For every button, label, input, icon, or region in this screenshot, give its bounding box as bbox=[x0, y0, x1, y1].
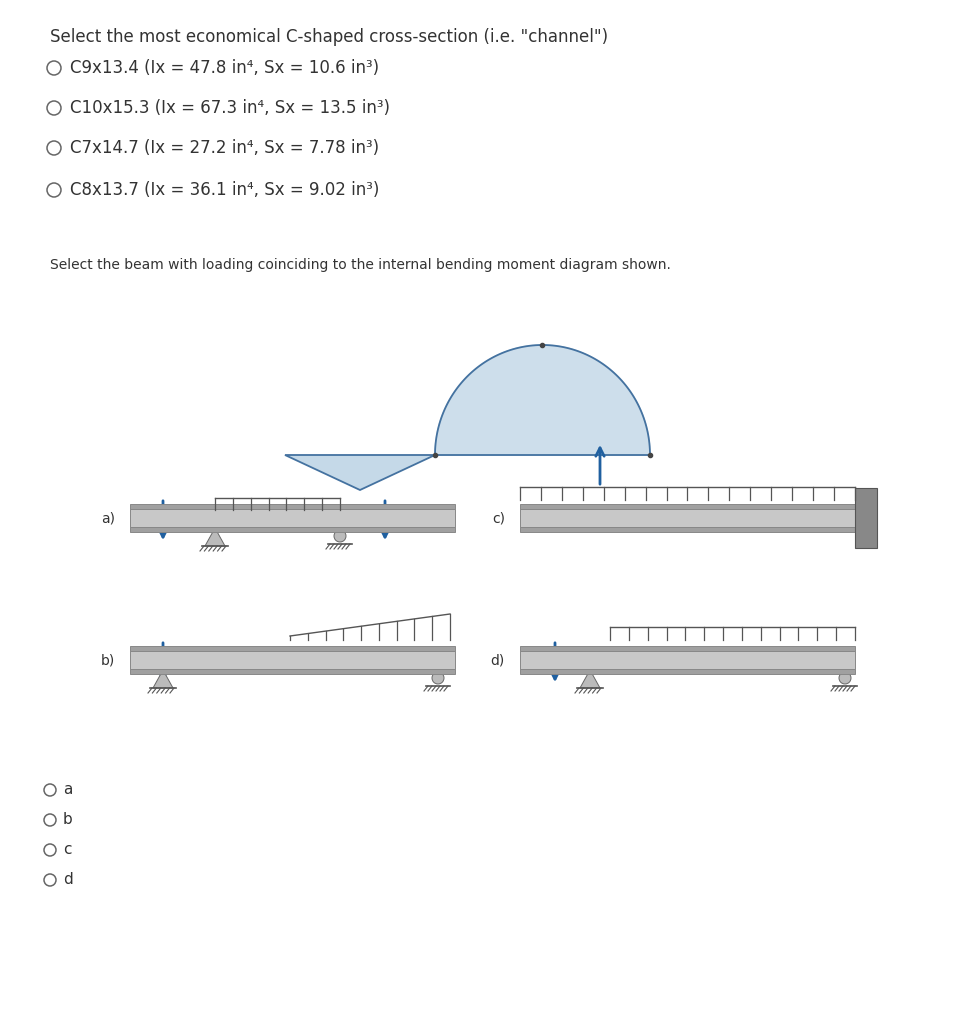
Text: b): b) bbox=[101, 653, 115, 667]
Text: a: a bbox=[63, 782, 72, 798]
Text: C8x13.7 (Ix = 36.1 in⁴, Sx = 9.02 in³): C8x13.7 (Ix = 36.1 in⁴, Sx = 9.02 in³) bbox=[70, 181, 379, 199]
Bar bbox=[130, 669, 455, 674]
Bar bbox=[519, 504, 854, 509]
Polygon shape bbox=[285, 455, 435, 490]
Text: c: c bbox=[63, 843, 71, 857]
Text: d: d bbox=[63, 872, 72, 888]
Bar bbox=[130, 509, 455, 527]
Bar bbox=[519, 646, 854, 651]
Circle shape bbox=[432, 672, 443, 684]
Text: C7x14.7 (Ix = 27.2 in⁴, Sx = 7.78 in³): C7x14.7 (Ix = 27.2 in⁴, Sx = 7.78 in³) bbox=[70, 139, 378, 157]
Bar bbox=[130, 651, 455, 669]
Polygon shape bbox=[579, 670, 599, 688]
Circle shape bbox=[44, 784, 56, 796]
Circle shape bbox=[47, 61, 61, 75]
Bar bbox=[130, 527, 455, 532]
Text: Select the most economical C-shaped cross-section (i.e. "channel"): Select the most economical C-shaped cros… bbox=[50, 28, 607, 46]
Circle shape bbox=[44, 844, 56, 856]
Text: c): c) bbox=[492, 511, 504, 525]
Circle shape bbox=[44, 874, 56, 886]
Bar bbox=[519, 509, 854, 527]
Text: C9x13.4 (Ix = 47.8 in⁴, Sx = 10.6 in³): C9x13.4 (Ix = 47.8 in⁴, Sx = 10.6 in³) bbox=[70, 59, 378, 77]
Text: Select the beam with loading coinciding to the internal bending moment diagram s: Select the beam with loading coinciding … bbox=[50, 258, 670, 272]
Circle shape bbox=[334, 530, 346, 542]
Bar bbox=[519, 669, 854, 674]
Circle shape bbox=[47, 183, 61, 197]
Polygon shape bbox=[152, 670, 172, 688]
Text: a): a) bbox=[101, 511, 115, 525]
Bar bbox=[854, 488, 876, 548]
Bar bbox=[130, 646, 455, 651]
Polygon shape bbox=[205, 528, 225, 546]
Circle shape bbox=[44, 814, 56, 826]
Bar bbox=[130, 504, 455, 509]
Text: C10x15.3 (Ix = 67.3 in⁴, Sx = 13.5 in³): C10x15.3 (Ix = 67.3 in⁴, Sx = 13.5 in³) bbox=[70, 99, 390, 117]
Circle shape bbox=[838, 672, 850, 684]
Text: d): d) bbox=[490, 653, 504, 667]
Bar bbox=[519, 651, 854, 669]
Circle shape bbox=[47, 101, 61, 115]
Polygon shape bbox=[435, 345, 649, 455]
Bar bbox=[519, 527, 854, 532]
Circle shape bbox=[47, 141, 61, 155]
Text: b: b bbox=[63, 812, 72, 827]
